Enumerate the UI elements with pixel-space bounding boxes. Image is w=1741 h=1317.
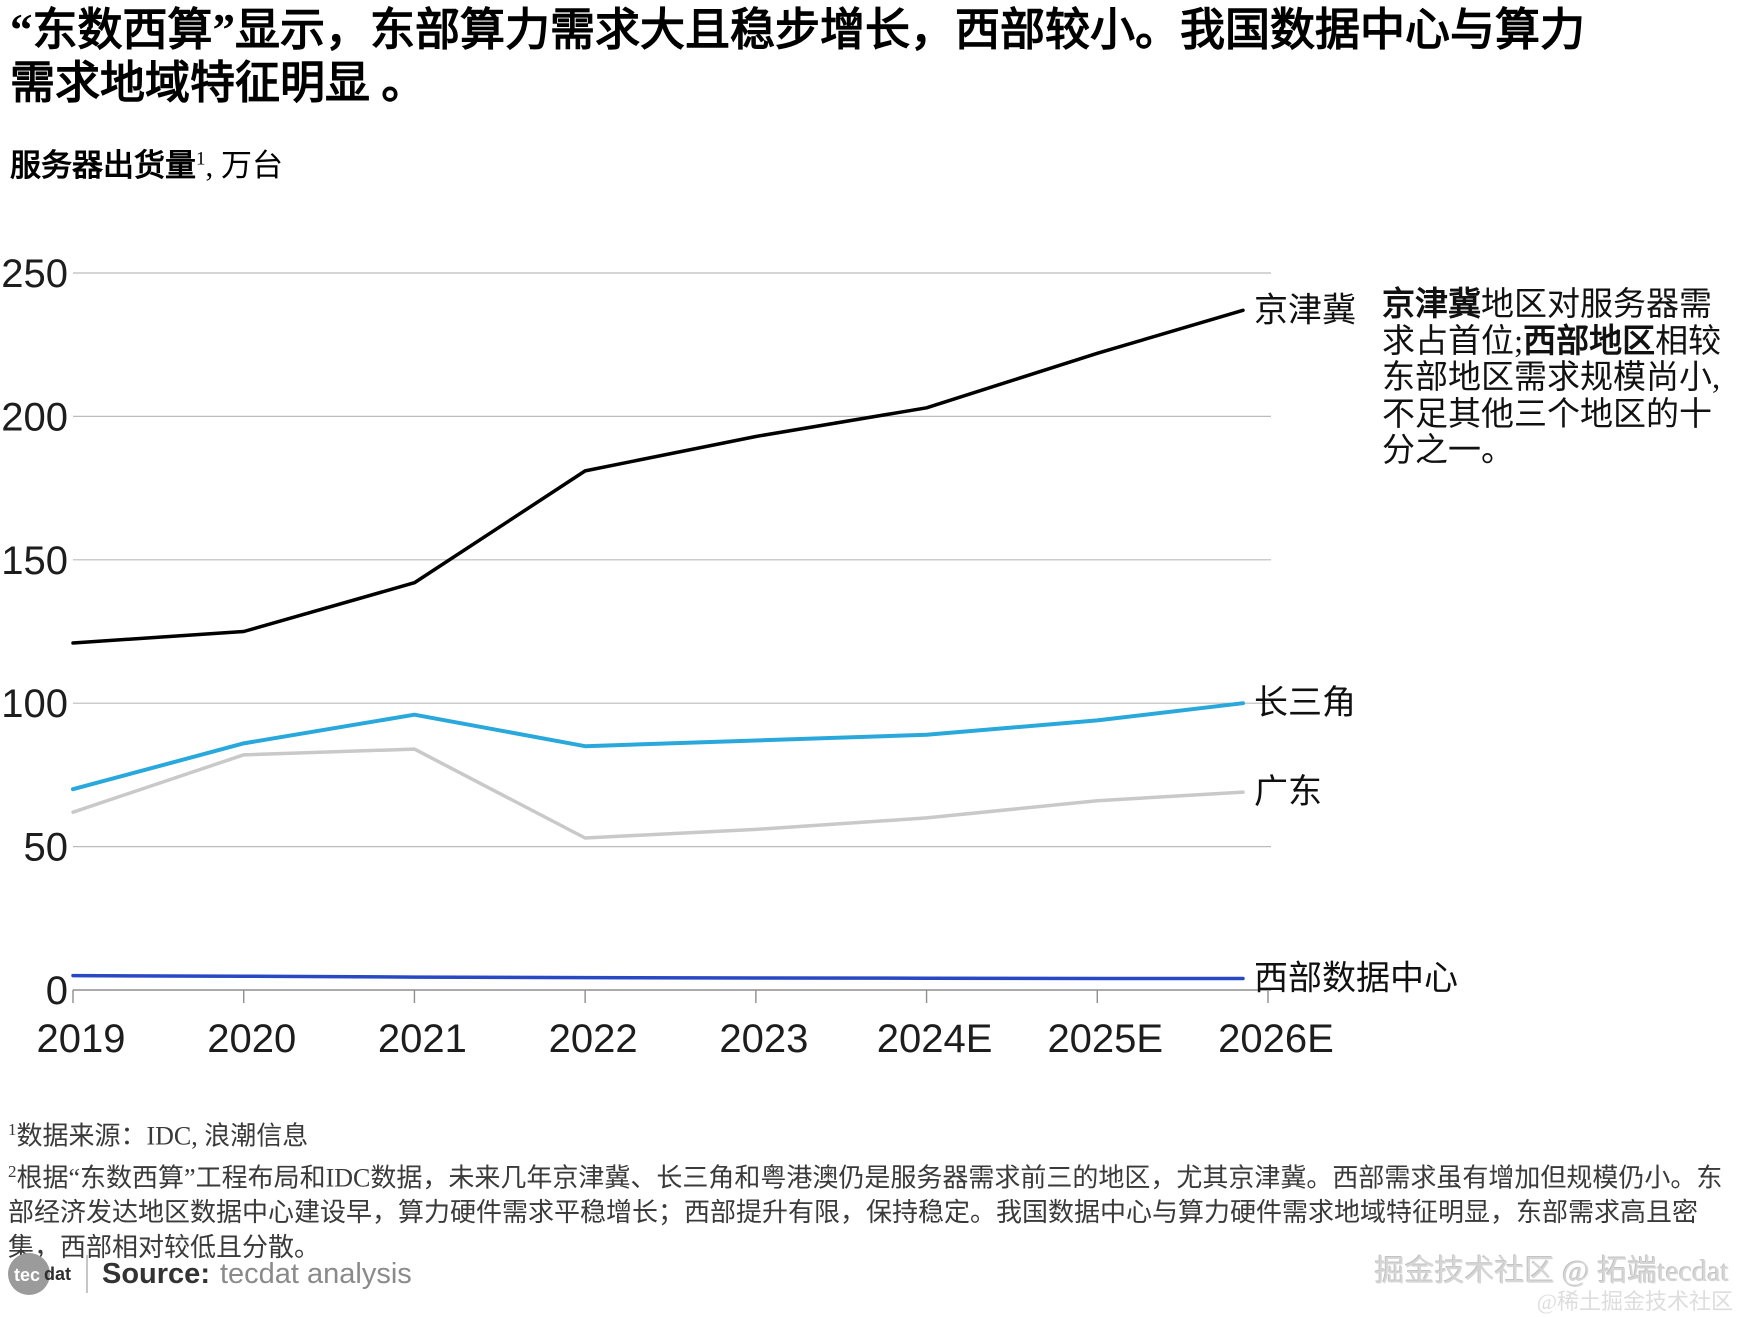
y-tick-label-250: 250 (1, 252, 68, 296)
source-divider (86, 1255, 88, 1293)
annotation-text: 地区对服务器需求占首位; (1382, 287, 1712, 360)
x-tick-label-2020: 2020 (207, 1017, 296, 1061)
series-line-1 (71, 701, 1245, 792)
series-line-2 (71, 747, 1245, 840)
footnote-marker: 2 (8, 1161, 17, 1181)
y-tick-label-100: 100 (1, 682, 68, 726)
x-tick-label-2022: 2022 (549, 1017, 638, 1061)
source-row: tec dat Source: tecdat analysis (8, 1248, 412, 1300)
annotation: 京津冀地区对服务器需求占首位;西部地区相较东部地区需求规模尚小,不足其他三个地区… (1382, 287, 1724, 470)
footnote-text: 数据来源：IDC, 浪潮信息 (16, 1121, 309, 1151)
logo-text-tec: tec (14, 1265, 41, 1285)
series-label-0: 京津冀 (1254, 291, 1356, 329)
footnote-1: 1数据来源：IDC, 浪潮信息 (8, 1112, 1736, 1154)
chart-subtitle: 服务器出货量1, 万台 (10, 140, 283, 185)
logo-circle (8, 1253, 50, 1295)
watermark-juejin: @稀土掘金技术社区 (1536, 1289, 1733, 1314)
series-line-0 (71, 308, 1245, 645)
y-tick-label-200: 200 (1, 395, 68, 439)
tecdat-logo-icon: tec dat (8, 1251, 82, 1297)
annotation-text: 相较东部地区需求规模尚小,不足其他三个地区的十分之一。 (1382, 323, 1722, 470)
series-label-2: 广东 (1254, 773, 1322, 811)
chart-headline: “东数西算”显示，东部算力需求大且稳步增长，西部较小。我国数据中心与算力需求地域… (10, 5, 1586, 108)
series-label-1: 长三角 (1254, 684, 1356, 722)
x-tick-label-2026E: 2026E (1218, 1017, 1334, 1061)
x-tick-label-2021: 2021 (378, 1017, 467, 1061)
series-line-3 (71, 973, 1245, 981)
source-label: Source: (102, 1257, 210, 1290)
x-tick-label-2023: 2023 (719, 1017, 808, 1061)
x-tick-label-2024E: 2024E (877, 1017, 993, 1061)
logo-text-dat: dat (44, 1264, 71, 1284)
footnotes: 1数据来源：IDC, 浪潮信息 2根据“东数西算”工程布局和IDC数据，未来几年京… (8, 1112, 1736, 1265)
subtitle-unit: , 万台 (205, 148, 284, 183)
footnote-2: 2根据“东数西算”工程布局和IDC数据，未来几年京津冀、长三角和粤港澳仍是服务器… (8, 1154, 1736, 1266)
x-tick-label-2019: 2019 (37, 1017, 126, 1061)
footnote-text: 根据“东数西算”工程布局和IDC数据，未来几年京津冀、长三角和粤港澳仍是服务器需… (8, 1163, 1723, 1263)
y-tick-label-150: 150 (1, 539, 68, 583)
series-label-3: 西部数据中心 (1254, 960, 1458, 998)
annotation-bold-term: 西部地区 (1523, 323, 1656, 360)
x-tick-label-2025E: 2025E (1047, 1017, 1163, 1061)
y-tick-label-50: 50 (24, 826, 69, 870)
subtitle-metric: 服务器出货量 (10, 148, 196, 183)
source-value: tecdat analysis (219, 1257, 412, 1290)
y-tick-label-0: 0 (46, 969, 68, 1013)
annotation-bold-term: 京津冀 (1382, 287, 1481, 323)
watermark-community: 掘金技术社区 @ 拓端tecdat (1374, 1255, 1729, 1288)
subtitle-footnote-marker: 1 (196, 148, 206, 170)
footnote-marker: 1 (8, 1120, 17, 1139)
